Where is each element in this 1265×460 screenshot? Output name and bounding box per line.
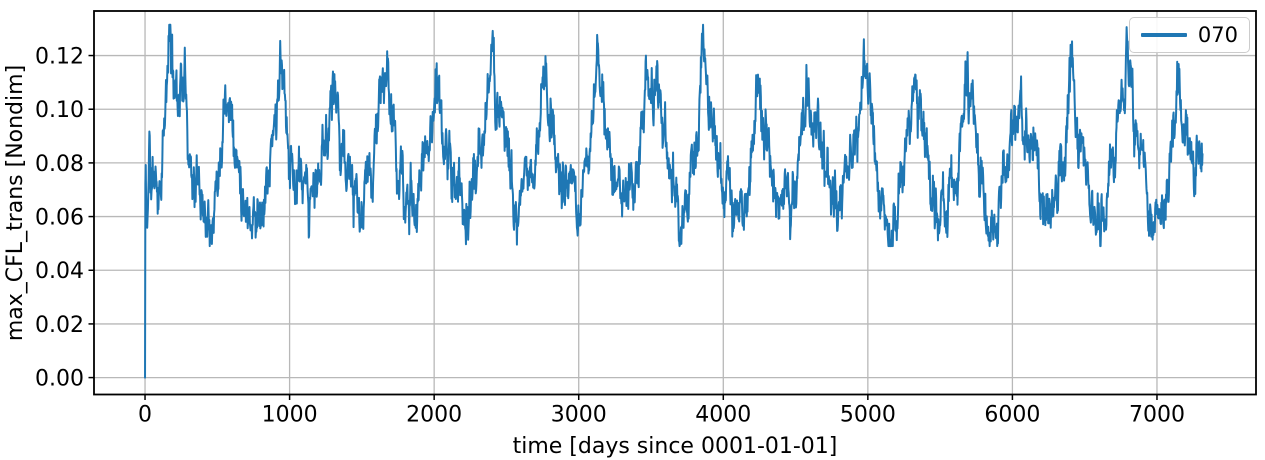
x-tick-label: 3000 xyxy=(551,403,607,428)
axes: 0 1000 2000 3000 4000 5000 6000 7000 0.00 0.02 0.0… xyxy=(35,10,1257,428)
y-tick-label: 0.06 xyxy=(35,206,84,231)
series-line-070 xyxy=(144,23,1204,379)
x-tick-label: 5000 xyxy=(840,403,896,428)
y-tick-label: 0.00 xyxy=(35,367,84,392)
x-tick-label: 1000 xyxy=(262,403,318,428)
x-tick-label: 0 xyxy=(138,403,152,428)
y-tick-label: 0.04 xyxy=(35,259,84,284)
y-tick-label: 0.10 xyxy=(35,98,84,123)
y-tick-label: 0.12 xyxy=(35,45,84,70)
y-tick-label: 0.02 xyxy=(35,313,84,338)
y-tick-label: 0.08 xyxy=(35,152,84,177)
series-layer xyxy=(144,23,1204,379)
y-axis-label: max_CFL_trans [Nondim] xyxy=(3,65,28,341)
legend: 070 xyxy=(1128,17,1250,53)
x-tick-label: 7000 xyxy=(1129,403,1185,428)
x-tick-label: 4000 xyxy=(695,403,751,428)
x-tick-label: 2000 xyxy=(406,403,462,428)
x-tick-label: 6000 xyxy=(984,403,1040,428)
legend-label: 070 xyxy=(1197,23,1238,47)
x-axis-label: time [days since 0001-01-01] xyxy=(513,434,838,459)
plot-border xyxy=(93,10,1257,396)
legend-line-sample xyxy=(1140,33,1187,37)
